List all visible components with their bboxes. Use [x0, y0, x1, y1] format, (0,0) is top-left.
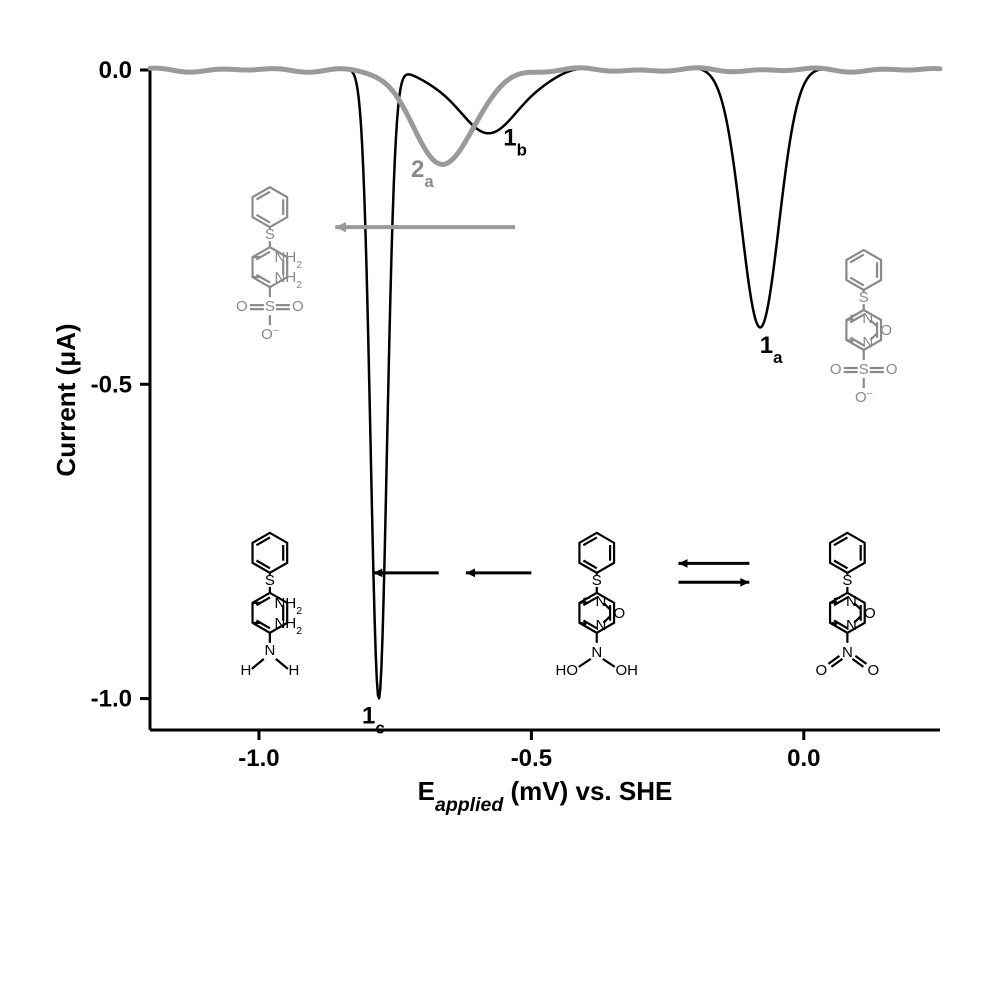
mol-top-right: SNNONOO — [816, 533, 880, 679]
svg-text:1c: 1c — [362, 703, 385, 738]
svg-text:-0.5: -0.5 — [91, 371, 132, 398]
svg-text:N: N — [862, 310, 873, 327]
svg-text:O: O — [886, 361, 898, 378]
mol-bot-right: SNNOSOOO– — [830, 250, 898, 406]
svg-text:N: N — [842, 644, 853, 661]
svg-text:NH2: NH2 — [275, 269, 303, 291]
svg-text:NH2: NH2 — [275, 595, 303, 617]
svg-text:0.0: 0.0 — [787, 745, 820, 772]
chart-stage: -1.0 -0.5 0.0 -1.0 -0.5 0.0 Current (μA) Eappli… — [0, 0, 1000, 1000]
mol-top-mid: SNNONHOOH — [556, 533, 639, 679]
svg-text:-1.0: -1.0 — [238, 745, 279, 772]
svg-text:HO: HO — [556, 662, 579, 679]
svg-text:OH: OH — [616, 662, 639, 679]
svg-text:O: O — [830, 361, 842, 378]
svg-text:N: N — [595, 593, 606, 610]
svg-text:N: N — [595, 617, 606, 634]
svg-text:-1.0: -1.0 — [91, 686, 132, 713]
svg-text:O–: O– — [855, 387, 873, 406]
svg-text:H: H — [288, 662, 299, 679]
svg-text:1a: 1a — [760, 332, 783, 367]
svg-text:N: N — [264, 642, 275, 659]
mol-top-left: SNH2NH2NHH — [240, 533, 302, 679]
svg-text:S: S — [265, 298, 275, 315]
svg-text:O: O — [864, 605, 876, 622]
svg-text:N: N — [846, 593, 857, 610]
svg-text:Eapplied (mV) vs. SHE: Eapplied (mV) vs. SHE — [418, 776, 673, 816]
chart-svg: -1.0 -0.5 0.0 -1.0 -0.5 0.0 Current (μA) Eappli… — [40, 60, 960, 820]
svg-text:N: N — [591, 644, 602, 661]
svg-text:N: N — [862, 334, 873, 351]
svg-text:H: H — [240, 662, 251, 679]
svg-text:S: S — [859, 361, 869, 378]
svg-text:O: O — [292, 298, 304, 315]
svg-text:O: O — [613, 605, 625, 622]
svg-text:N: N — [846, 617, 857, 634]
svg-text:1b: 1b — [503, 124, 527, 159]
svg-text:O–: O– — [261, 324, 279, 343]
svg-text:0.0: 0.0 — [99, 60, 132, 84]
svg-text:O: O — [236, 298, 248, 315]
svg-text:O: O — [816, 662, 828, 679]
svg-text:NH2: NH2 — [275, 249, 303, 271]
svg-text:-0.5: -0.5 — [511, 745, 552, 772]
mol-bot-left: SNH2NH2SOOO– — [236, 187, 304, 343]
svg-text:O: O — [868, 662, 880, 679]
svg-text:Current (μA): Current (μA) — [51, 323, 81, 476]
svg-text:O: O — [880, 322, 892, 339]
svg-text:NH2: NH2 — [275, 615, 303, 637]
